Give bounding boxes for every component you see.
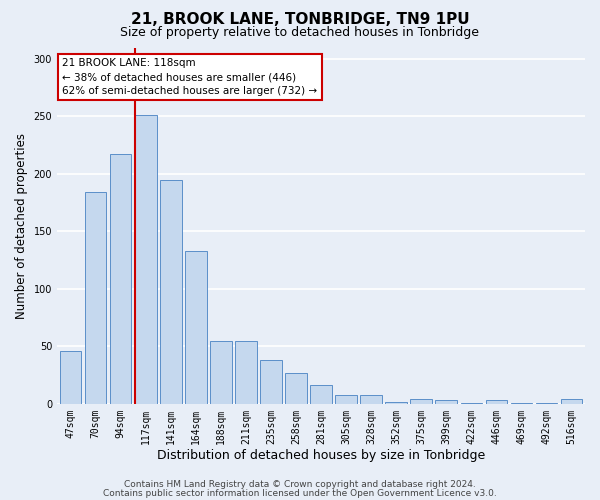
Text: 21, BROOK LANE, TONBRIDGE, TN9 1PU: 21, BROOK LANE, TONBRIDGE, TN9 1PU [131, 12, 469, 28]
Text: Size of property relative to detached houses in Tonbridge: Size of property relative to detached ho… [121, 26, 479, 39]
Text: 21 BROOK LANE: 118sqm
← 38% of detached houses are smaller (446)
62% of semi-det: 21 BROOK LANE: 118sqm ← 38% of detached … [62, 58, 317, 96]
Bar [485, 400, 507, 404]
Bar [85, 192, 106, 404]
Bar [160, 180, 182, 404]
Bar [210, 340, 232, 404]
Bar [560, 399, 582, 404]
Bar [286, 373, 307, 404]
Bar [110, 154, 131, 404]
Text: Contains public sector information licensed under the Open Government Licence v3: Contains public sector information licen… [103, 489, 497, 498]
Bar [361, 394, 382, 404]
Text: Contains HM Land Registry data © Crown copyright and database right 2024.: Contains HM Land Registry data © Crown c… [124, 480, 476, 489]
Bar [536, 402, 557, 404]
Bar [385, 402, 407, 404]
Bar [310, 386, 332, 404]
Y-axis label: Number of detached properties: Number of detached properties [15, 132, 28, 318]
Bar [410, 399, 432, 404]
Bar [511, 402, 532, 404]
Bar [135, 116, 157, 404]
Bar [185, 251, 206, 404]
Bar [260, 360, 281, 404]
Bar [60, 351, 82, 404]
Bar [235, 340, 257, 404]
Bar [461, 402, 482, 404]
X-axis label: Distribution of detached houses by size in Tonbridge: Distribution of detached houses by size … [157, 450, 485, 462]
Bar [436, 400, 457, 404]
Bar [335, 394, 356, 404]
